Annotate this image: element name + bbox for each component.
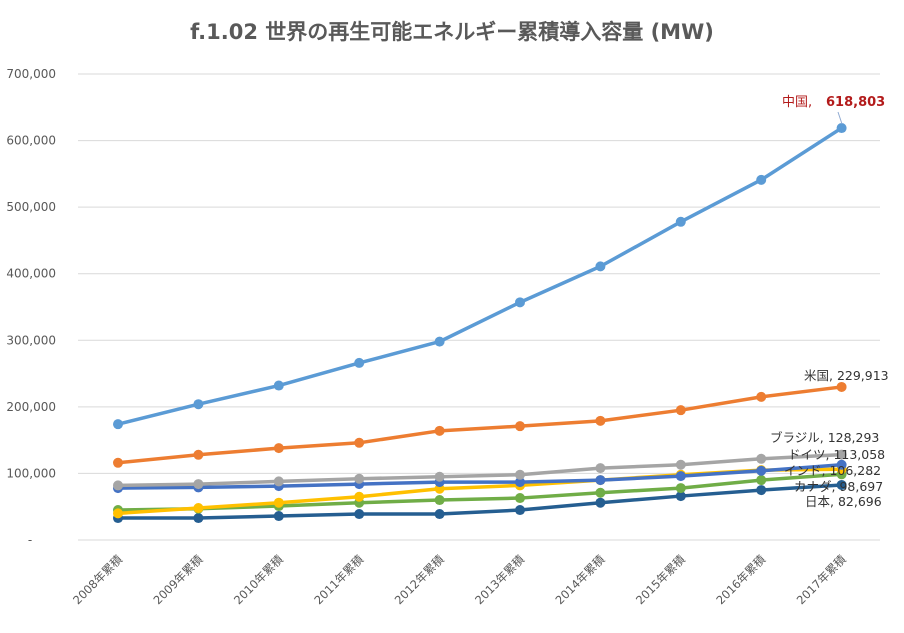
- y-tick-label: 100,000: [6, 466, 56, 480]
- data-point: [193, 513, 204, 524]
- annotation-label: カナダ, 98,697: [794, 479, 883, 494]
- series-line: [117, 462, 842, 490]
- data-point: [354, 437, 365, 448]
- data-point: [354, 491, 365, 502]
- annotation-value-china: 618,803: [826, 95, 885, 110]
- data-point: [113, 508, 123, 519]
- data-point: [434, 509, 445, 520]
- y-tick-label: 200,000: [6, 400, 56, 414]
- y-tick-label: -: [28, 533, 32, 547]
- data-point: [756, 174, 767, 185]
- data-point: [434, 471, 445, 482]
- data-point: [193, 399, 204, 410]
- annotation-label: ドイツ, 113,058: [788, 447, 885, 462]
- data-point: [836, 479, 847, 490]
- data-point: [595, 463, 606, 474]
- x-tick-label: 2014年累積: [553, 552, 608, 607]
- data-point: [354, 357, 365, 368]
- annotation-leader: [837, 111, 843, 125]
- data-point: [675, 405, 686, 416]
- data-point: [595, 475, 606, 486]
- series-lines: [113, 123, 847, 524]
- data-point: [595, 497, 606, 508]
- data-point: [515, 421, 525, 432]
- x-tick-label: 2017年累積: [794, 552, 849, 607]
- series-米国: [113, 381, 847, 468]
- data-point: [193, 449, 204, 460]
- x-tick-label: 2012年累積: [392, 552, 447, 607]
- data-point: [836, 123, 847, 134]
- data-point: [113, 419, 123, 430]
- annotation-label: インド, 106,282: [784, 463, 881, 478]
- data-point: [273, 380, 284, 391]
- data-point: [515, 505, 525, 516]
- data-point: [113, 480, 123, 491]
- data-point: [273, 443, 284, 454]
- series-カナダ: [113, 469, 847, 516]
- x-tick-label: 2015年累積: [633, 552, 688, 607]
- data-point: [434, 495, 445, 506]
- series-line: [118, 483, 842, 520]
- data-point: [354, 473, 365, 484]
- data-point: [515, 477, 525, 488]
- data-point: [273, 497, 284, 508]
- data-point: [515, 297, 525, 308]
- annotation-label: 日本, 82,696: [805, 494, 882, 509]
- x-tick-label: 2009年累積: [151, 552, 206, 607]
- series-line: [117, 452, 842, 488]
- y-tick-label: 300,000: [6, 333, 56, 347]
- series-line: [117, 472, 842, 512]
- y-tick-label: 600,000: [6, 134, 56, 148]
- data-point: [273, 476, 284, 487]
- x-tick-label: 2010年累積: [231, 552, 286, 607]
- data-point: [675, 216, 686, 227]
- data-point: [193, 503, 204, 514]
- y-tick-label: 400,000: [6, 267, 56, 281]
- data-point: [273, 511, 284, 522]
- series-ブラジル: [113, 449, 847, 491]
- data-point: [756, 391, 767, 402]
- data-point: [675, 459, 686, 470]
- data-point: [756, 465, 767, 476]
- x-tick-label: 2016年累積: [713, 552, 768, 607]
- data-point: [595, 487, 606, 498]
- data-point: [836, 459, 847, 470]
- x-tick-label: 2008年累積: [70, 552, 125, 607]
- x-tick-label: 2013年累積: [472, 552, 527, 607]
- annotations: 中国, 618,803 米国, 229,913 ブラジル, 128,293 ドイツ, 1…: [770, 95, 889, 509]
- series-line: [117, 385, 842, 465]
- data-point: [434, 425, 445, 436]
- annotation-label: ブラジル, 128,293: [770, 430, 879, 445]
- data-point: [756, 453, 767, 464]
- y-tick-label: 500,000: [6, 200, 56, 214]
- data-point: [113, 457, 123, 468]
- data-point: [836, 449, 847, 460]
- data-point: [675, 471, 686, 482]
- data-point: [515, 469, 525, 480]
- annotation-label-china: 中国,: [782, 95, 812, 110]
- gridlines: [78, 73, 880, 541]
- series-line: [117, 126, 843, 426]
- data-point: [354, 509, 365, 520]
- data-point: [675, 483, 686, 494]
- data-point: [675, 491, 686, 502]
- data-point: [756, 475, 767, 486]
- series-中国: [113, 123, 847, 430]
- data-point: [515, 493, 525, 504]
- data-point: [595, 415, 606, 426]
- annotation-label: 米国, 229,913: [804, 368, 889, 383]
- data-point: [595, 261, 606, 272]
- chart-title: f.1.02 世界の再生可能エネルギー累積導入容量 (MW): [190, 20, 714, 44]
- x-axis-ticks: 2008年累積 2009年累積 2010年累積 2011年累積 2012年累積 2013年…: [70, 552, 849, 607]
- y-tick-label: 700,000: [6, 67, 56, 81]
- data-point: [756, 485, 767, 496]
- x-tick-label: 2011年累積: [311, 552, 366, 607]
- data-point: [434, 336, 445, 347]
- data-point: [836, 381, 847, 392]
- data-point: [193, 479, 204, 490]
- y-axis-ticks: - 100,000 200,000 300,000 400,000 500,000 600,…: [6, 67, 56, 547]
